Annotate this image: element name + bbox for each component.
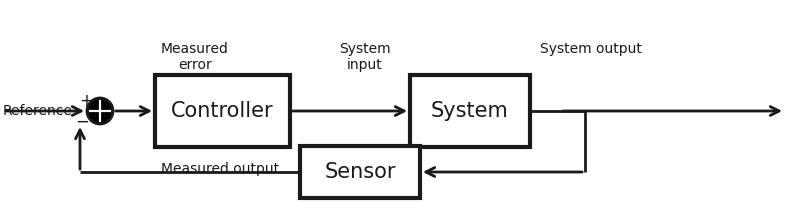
- Text: Reference: Reference: [3, 104, 73, 118]
- Text: Measured output: Measured output: [161, 162, 279, 176]
- Circle shape: [87, 98, 113, 124]
- Text: System: System: [431, 101, 509, 121]
- Text: −: −: [75, 113, 89, 131]
- Text: Measured
error: Measured error: [161, 42, 229, 72]
- FancyBboxPatch shape: [410, 75, 530, 147]
- Text: Sensor: Sensor: [324, 162, 396, 182]
- Text: Controller: Controller: [171, 101, 274, 121]
- Text: System
input: System input: [339, 42, 391, 72]
- FancyBboxPatch shape: [155, 75, 290, 147]
- Text: System output: System output: [540, 42, 642, 56]
- Text: +: +: [79, 92, 93, 110]
- FancyBboxPatch shape: [300, 146, 420, 198]
